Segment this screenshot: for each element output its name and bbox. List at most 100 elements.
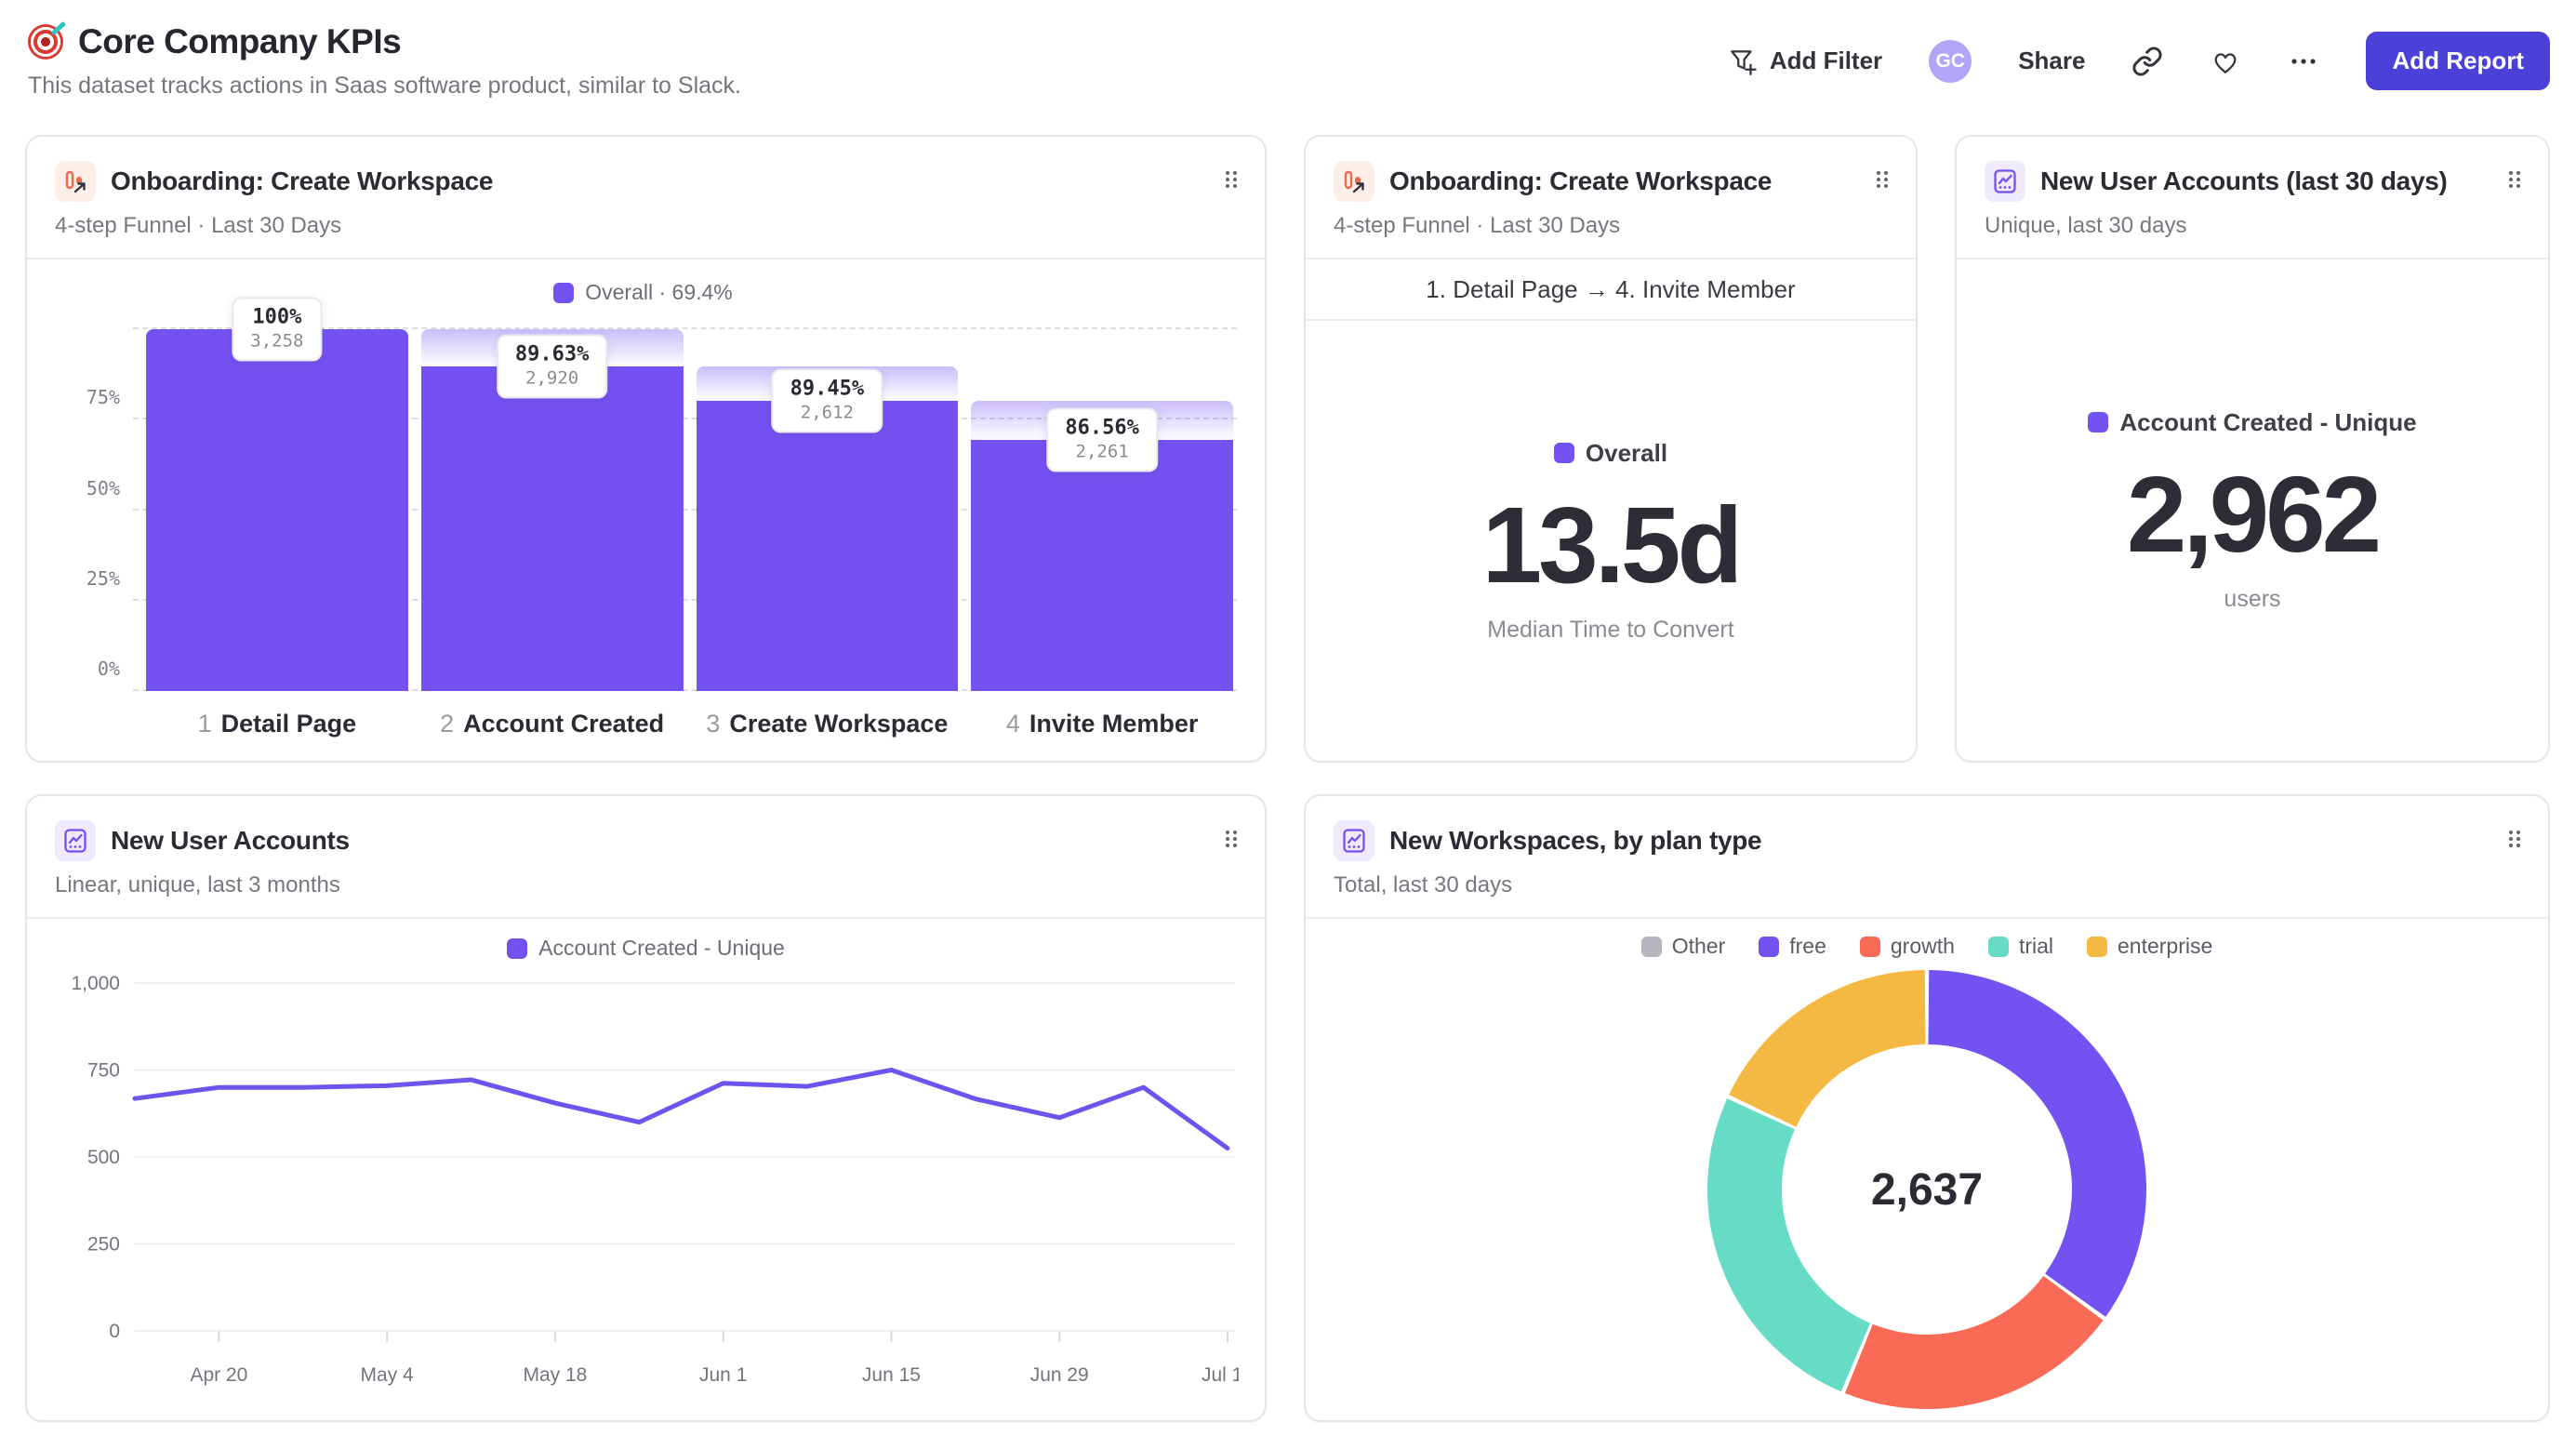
donut-legend-item[interactable]: Other: [1640, 934, 1725, 959]
funnel-bar[interactable]: 89.63% 2,920: [420, 329, 684, 691]
funnel-step-name: Detail Page: [220, 710, 357, 738]
insights-report-icon: [1334, 820, 1374, 861]
funnel-y-tick-label: 50%: [86, 476, 120, 499]
card-subtitle: Unique, last 30 days: [1985, 213, 2187, 238]
legend-swatch: [1640, 936, 1662, 957]
funnel-step-range: 1. Detail Page → 4. Invite Member: [1306, 259, 1916, 321]
unique-users-value: 2,962: [2126, 453, 2382, 575]
donut-legend-item[interactable]: growth: [1859, 934, 1955, 959]
card-workspaces-by-plan: New Workspaces, by plan type Total, last…: [1304, 794, 2550, 1422]
card-new-user-accounts-30d: New User Accounts (last 30 days) Unique,…: [1955, 135, 2550, 763]
funnel-gridline: [133, 598, 1237, 601]
funnel-bars: 100% 3,258 89.63% 2,920 89.45% 2,612 86.56% 2,2…: [146, 297, 1233, 691]
metric-caption: users: [2224, 585, 2281, 612]
funnel-count: 2,261: [1075, 441, 1129, 462]
legend-swatch: [2088, 412, 2109, 432]
funnel-step-name: Invite Member: [1029, 710, 1199, 738]
add-report-button[interactable]: Add Report: [2366, 32, 2550, 90]
line-x-tick-label: Jun 29: [1030, 1364, 1089, 1386]
avatar[interactable]: GC: [1929, 39, 1972, 83]
line-x-tick-label: Jun 1: [699, 1364, 747, 1386]
page-header: Core Company KPIs This dataset tracks ac…: [0, 0, 2576, 100]
funnel-bar[interactable]: 89.45% 2,612: [696, 329, 959, 691]
line-y-tick-label: 750: [87, 1060, 120, 1082]
funnel-report-icon: [55, 161, 96, 202]
drag-handle-icon[interactable]: [1224, 829, 1239, 854]
drag-handle-icon[interactable]: [1875, 169, 1890, 194]
legend-label: growth: [1890, 934, 1955, 958]
line-x-tick-label: May 4: [361, 1364, 415, 1386]
median-time-value: 13.5d: [1481, 484, 1744, 605]
funnel-bar-fill: [696, 401, 959, 691]
more-options-icon[interactable]: [2288, 46, 2319, 77]
metric-legend[interactable]: Overall: [1553, 439, 1667, 468]
donut-legend-item[interactable]: trial: [1987, 934, 2053, 959]
line-legend[interactable]: Account Created - Unique: [53, 936, 1239, 961]
card-subtitle: Total, last 30 days: [1334, 872, 1513, 897]
donut-segment-trial[interactable]: [1707, 1098, 1871, 1392]
insights-report-icon: [1985, 161, 2025, 202]
funnel-bar[interactable]: 100% 3,258: [146, 297, 408, 691]
legend-swatch: [1759, 936, 1780, 957]
funnel-conversion-pct: 89.45%: [790, 377, 865, 401]
funnel-gridline: [133, 327, 1237, 329]
donut-segment-free[interactable]: [1927, 970, 2146, 1317]
donut-legend-item[interactable]: free: [1759, 934, 1826, 959]
line-y-tick-label: 250: [87, 1234, 120, 1256]
drag-handle-icon[interactable]: [1224, 169, 1239, 194]
legend-label: free: [1789, 934, 1826, 958]
funnel-count: 3,258: [250, 330, 304, 352]
line-y-tick-label: 500: [87, 1147, 120, 1168]
funnel-xlabels: 1 Detail Page 2 Account Created 3 Create Work…: [146, 710, 1233, 738]
line-x-tick-label: Jul 13: [1202, 1364, 1239, 1386]
funnel-step-index: 4: [1005, 710, 1020, 738]
legend-swatch: [2087, 936, 2107, 957]
filter-plus-icon: [1731, 49, 1757, 75]
line-x-tick-label: Jun 15: [862, 1364, 921, 1386]
line-chart[interactable]: 0 250 500 750 1,000 Apr 20 May 4 May 18 Jun 1 Jun…: [53, 966, 1239, 1403]
card-new-user-accounts-trend: New User Accounts Linear, unique, last 3…: [25, 794, 1267, 1422]
legend-swatch: [1553, 443, 1574, 463]
funnel-step-label: 3 Create Workspace: [697, 710, 959, 738]
funnel-conversion-pct: 100%: [252, 305, 302, 329]
donut-legend-item[interactable]: enterprise: [2087, 934, 2212, 959]
legend-swatch: [507, 937, 528, 959]
funnel-count: 2,612: [800, 402, 854, 423]
donut-segment-enterprise[interactable]: [1729, 970, 1927, 1128]
donut-legend: Other free growth trial enterprise: [1640, 934, 2212, 959]
funnel-bar-fill: [420, 366, 684, 691]
funnel-bar[interactable]: 86.56% 2,261: [971, 329, 1233, 691]
metric-legend[interactable]: Account Created - Unique: [2088, 408, 2417, 437]
funnel-gridline: [133, 508, 1237, 511]
card-title: New User Accounts: [111, 826, 350, 855]
favorite-heart-icon[interactable]: [2210, 46, 2241, 77]
card-title: Onboarding: Create Workspace: [1389, 166, 1773, 195]
add-filter-button[interactable]: Add Filter: [1727, 46, 1882, 77]
funnel-gridline: [133, 689, 1237, 691]
funnel-bar-fill: [971, 440, 1233, 691]
card-time-to-convert: Onboarding: Create Workspace 4-step Funn…: [1304, 135, 1918, 763]
funnel-legend[interactable]: Overall · 69.4%: [49, 280, 1237, 305]
donut-chart[interactable]: 2,637: [1666, 959, 2187, 1422]
funnel-report-icon: [1334, 161, 1374, 202]
copy-link-icon[interactable]: [2131, 46, 2163, 77]
funnel-gridline: [133, 418, 1237, 420]
share-button[interactable]: Share: [2018, 47, 2086, 74]
dashboard-grid: Onboarding: Create Workspace 4-step Funn…: [25, 135, 2550, 1422]
funnel-value-chip: 89.63% 2,920: [496, 334, 608, 399]
donut-segment-growth[interactable]: [1844, 1275, 2104, 1409]
funnel-step-index: 3: [706, 710, 721, 738]
donut-total-value: 2,637: [1871, 1165, 1983, 1215]
drag-handle-icon[interactable]: [2507, 169, 2522, 194]
funnel-count: 2,920: [525, 367, 579, 389]
funnel-bar-fill: [146, 329, 408, 691]
funnel-value-chip: 86.56% 2,261: [1046, 407, 1158, 472]
funnel-chart: 0% 25% 50% 75% 100% 3,258 89.63% 2,920 89.45% 2,6…: [49, 297, 1237, 691]
funnel-step-index: 1: [197, 710, 212, 738]
trend-line[interactable]: [132, 1068, 1230, 1151]
metric-caption: Median Time to Convert: [1487, 616, 1734, 643]
drag-handle-icon[interactable]: [2507, 829, 2522, 854]
funnel-step-index: 2: [440, 710, 455, 738]
legend-label: enterprise: [2118, 934, 2213, 958]
card-title: New User Accounts (last 30 days): [2040, 166, 2448, 195]
